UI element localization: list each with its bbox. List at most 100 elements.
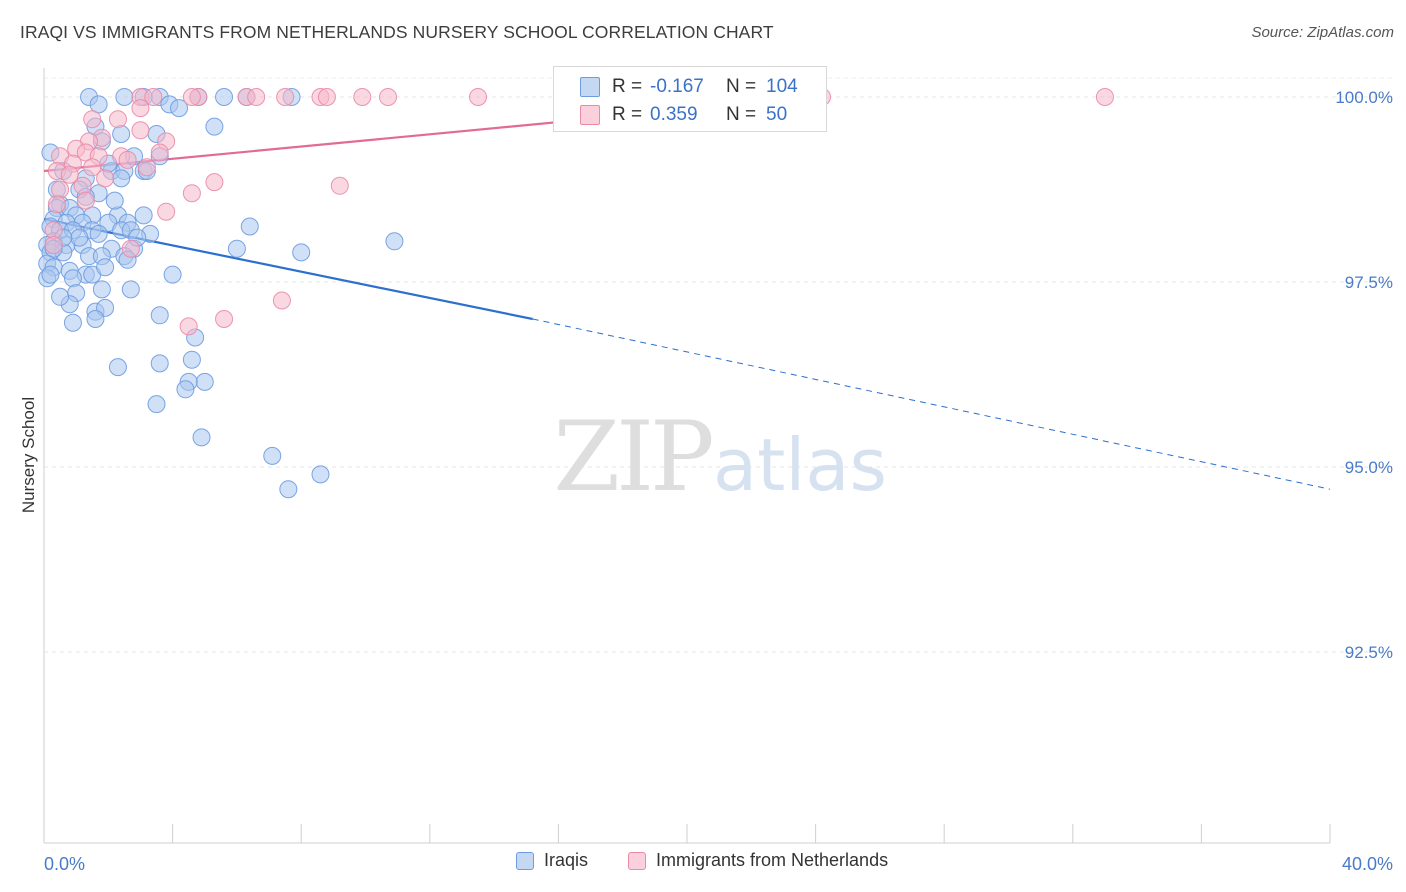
point-iraqis [182,350,201,369]
point-iraqis [92,280,111,299]
point-iraqis [292,243,311,262]
legend-swatch-iraqis [516,851,534,870]
x-tick-label: 40.0% [1342,854,1393,874]
y-axis-label: Nursery School [19,397,38,513]
point-netherlands [317,88,336,106]
source-credit: Source: ZipAtlas.com [1251,24,1394,41]
legend-label-iraqis: Iraqis [544,850,589,870]
point-netherlands [108,110,127,129]
r-value: 0.359 [650,104,698,125]
watermark: ZIP atlas [553,401,887,513]
y-tick-label: 97.5% [1345,273,1393,292]
point-iraqis [163,265,182,284]
point-netherlands [83,158,102,177]
grid-layer [44,77,1392,653]
stats-box: R = -0.167 N = 104 R = 0.359 N = 50 [553,66,827,132]
point-iraqis [192,428,211,447]
point-netherlands [379,88,398,106]
point-iraqis [112,169,131,188]
r-label: R = [612,76,643,97]
point-netherlands [182,88,201,106]
stats-swatch-netherlands [580,105,600,125]
point-iraqis [195,372,214,391]
point-netherlands [353,88,372,106]
stats-row-iraqis: R = -0.167 N = 104 [554,73,826,101]
trend-line-iraqis-extension [532,318,1331,490]
point-netherlands [47,195,66,214]
point-iraqis [385,232,404,251]
points-layer [38,88,1114,499]
legend-swatch-netherlands [628,851,646,870]
point-iraqis [147,395,166,414]
axes-layer: 92.5% 95.0% 97.5% 100.0% 0.0% 40.0% [43,68,1393,874]
point-iraqis [41,265,60,284]
legend-item-iraqis[interactable]: Iraqis [516,850,588,871]
point-iraqis [121,280,140,299]
point-netherlands [247,88,266,106]
legend-item-netherlands[interactable]: Immigrants from Netherlands [628,850,888,871]
y-tick-label: 100.0% [1335,88,1393,107]
point-netherlands [131,99,150,118]
r-value: -0.167 [650,76,704,97]
point-iraqis [112,125,131,143]
point-iraqis [176,380,195,399]
point-netherlands [73,176,92,195]
point-netherlands [144,88,163,106]
point-netherlands [76,191,95,210]
point-iraqis [63,269,82,288]
point-netherlands [157,202,176,221]
point-iraqis [108,358,127,377]
point-netherlands [51,180,70,199]
point-iraqis [215,88,234,106]
n-label: N = [726,76,757,97]
point-netherlands [96,169,115,188]
point-netherlands [469,88,488,106]
point-iraqis [311,465,330,484]
point-netherlands [182,184,201,203]
point-netherlands [137,158,156,177]
n-value: 50 [766,104,788,125]
point-netherlands [44,236,63,254]
point-netherlands [1095,88,1114,106]
point-iraqis [150,354,169,373]
chart-title: IRAQI VS IMMIGRANTS FROM NETHERLANDS NUR… [20,22,774,42]
point-iraqis [227,239,246,258]
point-iraqis [134,206,153,225]
point-netherlands [83,110,102,129]
x-tick-label: 0.0% [44,854,85,874]
point-iraqis [205,117,224,136]
point-iraqis [96,258,115,277]
legend-label-netherlands: Immigrants from Netherlands [656,850,889,870]
y-tick-label: 92.5% [1345,643,1393,662]
point-netherlands [272,291,291,310]
watermark-zip: ZIP [553,401,712,513]
n-value: 104 [766,76,798,97]
point-netherlands [330,176,349,195]
point-iraqis [63,313,82,332]
point-iraqis [170,99,189,118]
point-iraqis [279,480,298,499]
point-iraqis [263,446,282,465]
point-netherlands [60,165,79,184]
point-iraqis [70,228,89,247]
n-label: N = [726,104,757,125]
point-iraqis [86,310,105,328]
r-label: R = [612,104,643,125]
point-netherlands [276,88,295,106]
legend: Iraqis Immigrants from Netherlands [0,850,1406,880]
point-netherlands [131,121,150,140]
point-netherlands [150,143,169,162]
point-netherlands [215,310,234,328]
watermark-atlas: atlas [713,423,887,507]
point-iraqis [51,287,70,306]
point-iraqis [105,191,124,210]
point-netherlands [179,317,198,336]
point-iraqis [240,217,259,236]
point-netherlands [205,173,224,192]
stats-row-netherlands: R = 0.359 N = 50 [554,101,826,129]
stats-swatch-iraqis [580,77,600,97]
y-tick-label: 95.0% [1345,458,1393,477]
point-netherlands [121,239,140,258]
point-netherlands [118,150,137,169]
